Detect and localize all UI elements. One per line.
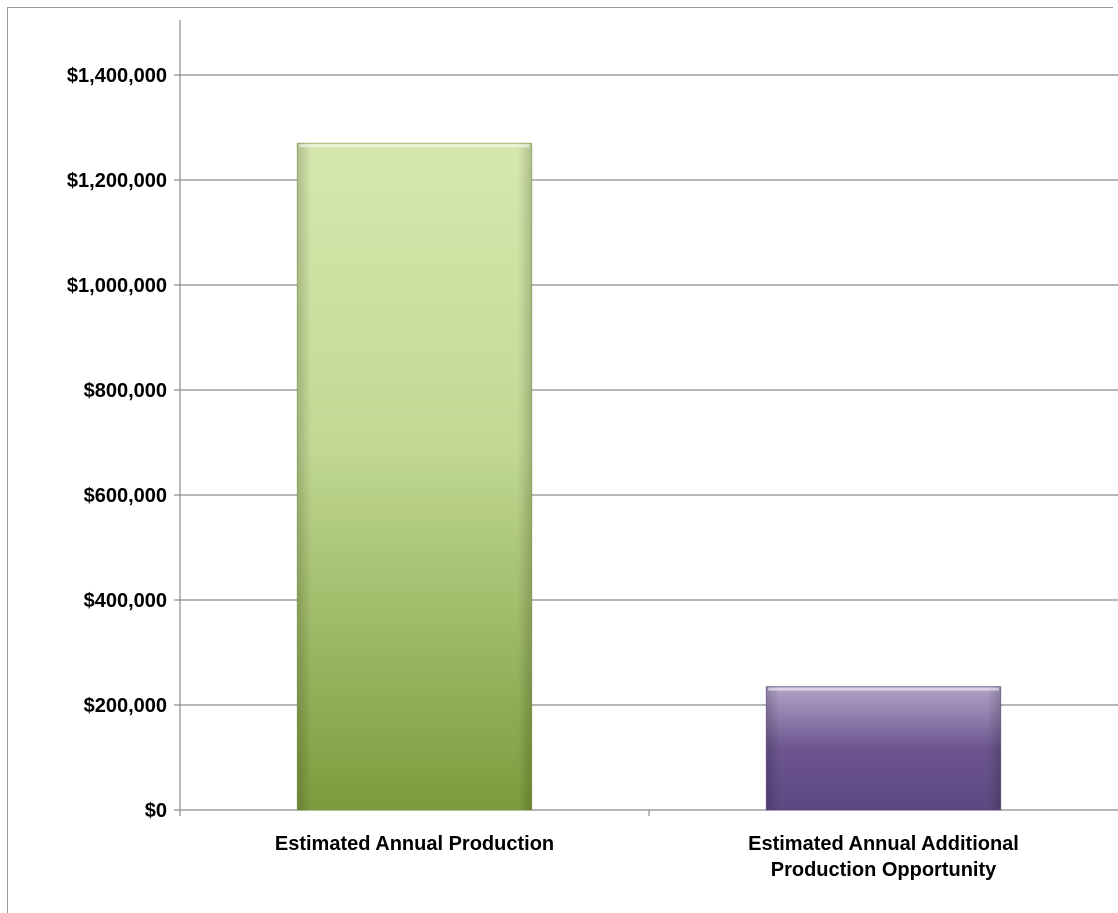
bar-highlight — [768, 687, 999, 691]
x-category-label: Estimated Annual Production — [275, 833, 554, 855]
y-tick-label: $0 — [145, 800, 167, 822]
y-tick-label: $600,000 — [84, 485, 167, 507]
chart-frame — [7, 7, 1113, 913]
y-axis-tick-labels: $0 $200,000 $400,000 $600,000 $800,000 $1,000… — [67, 65, 167, 822]
bar-shade — [297, 143, 532, 810]
y-tick-label: $1,400,000 — [67, 65, 167, 87]
y-tick-label: $1,000,000 — [67, 275, 167, 297]
x-axis-category-labels: Estimated Annual Production Estimated Ann… — [275, 833, 1019, 881]
bars — [296, 142, 1002, 811]
x-category-label: Estimated Annual Additional — [748, 833, 1019, 855]
gridlines — [180, 74, 1118, 706]
bar-shade — [766, 686, 1001, 810]
y-tick-label: $200,000 — [84, 695, 167, 717]
bar-highlight — [299, 144, 530, 148]
y-tick-label: $800,000 — [84, 380, 167, 402]
y-tick-label: $1,200,000 — [67, 170, 167, 192]
y-tick-label: $400,000 — [84, 590, 167, 612]
x-category-label: Production Opportunity — [771, 859, 997, 881]
